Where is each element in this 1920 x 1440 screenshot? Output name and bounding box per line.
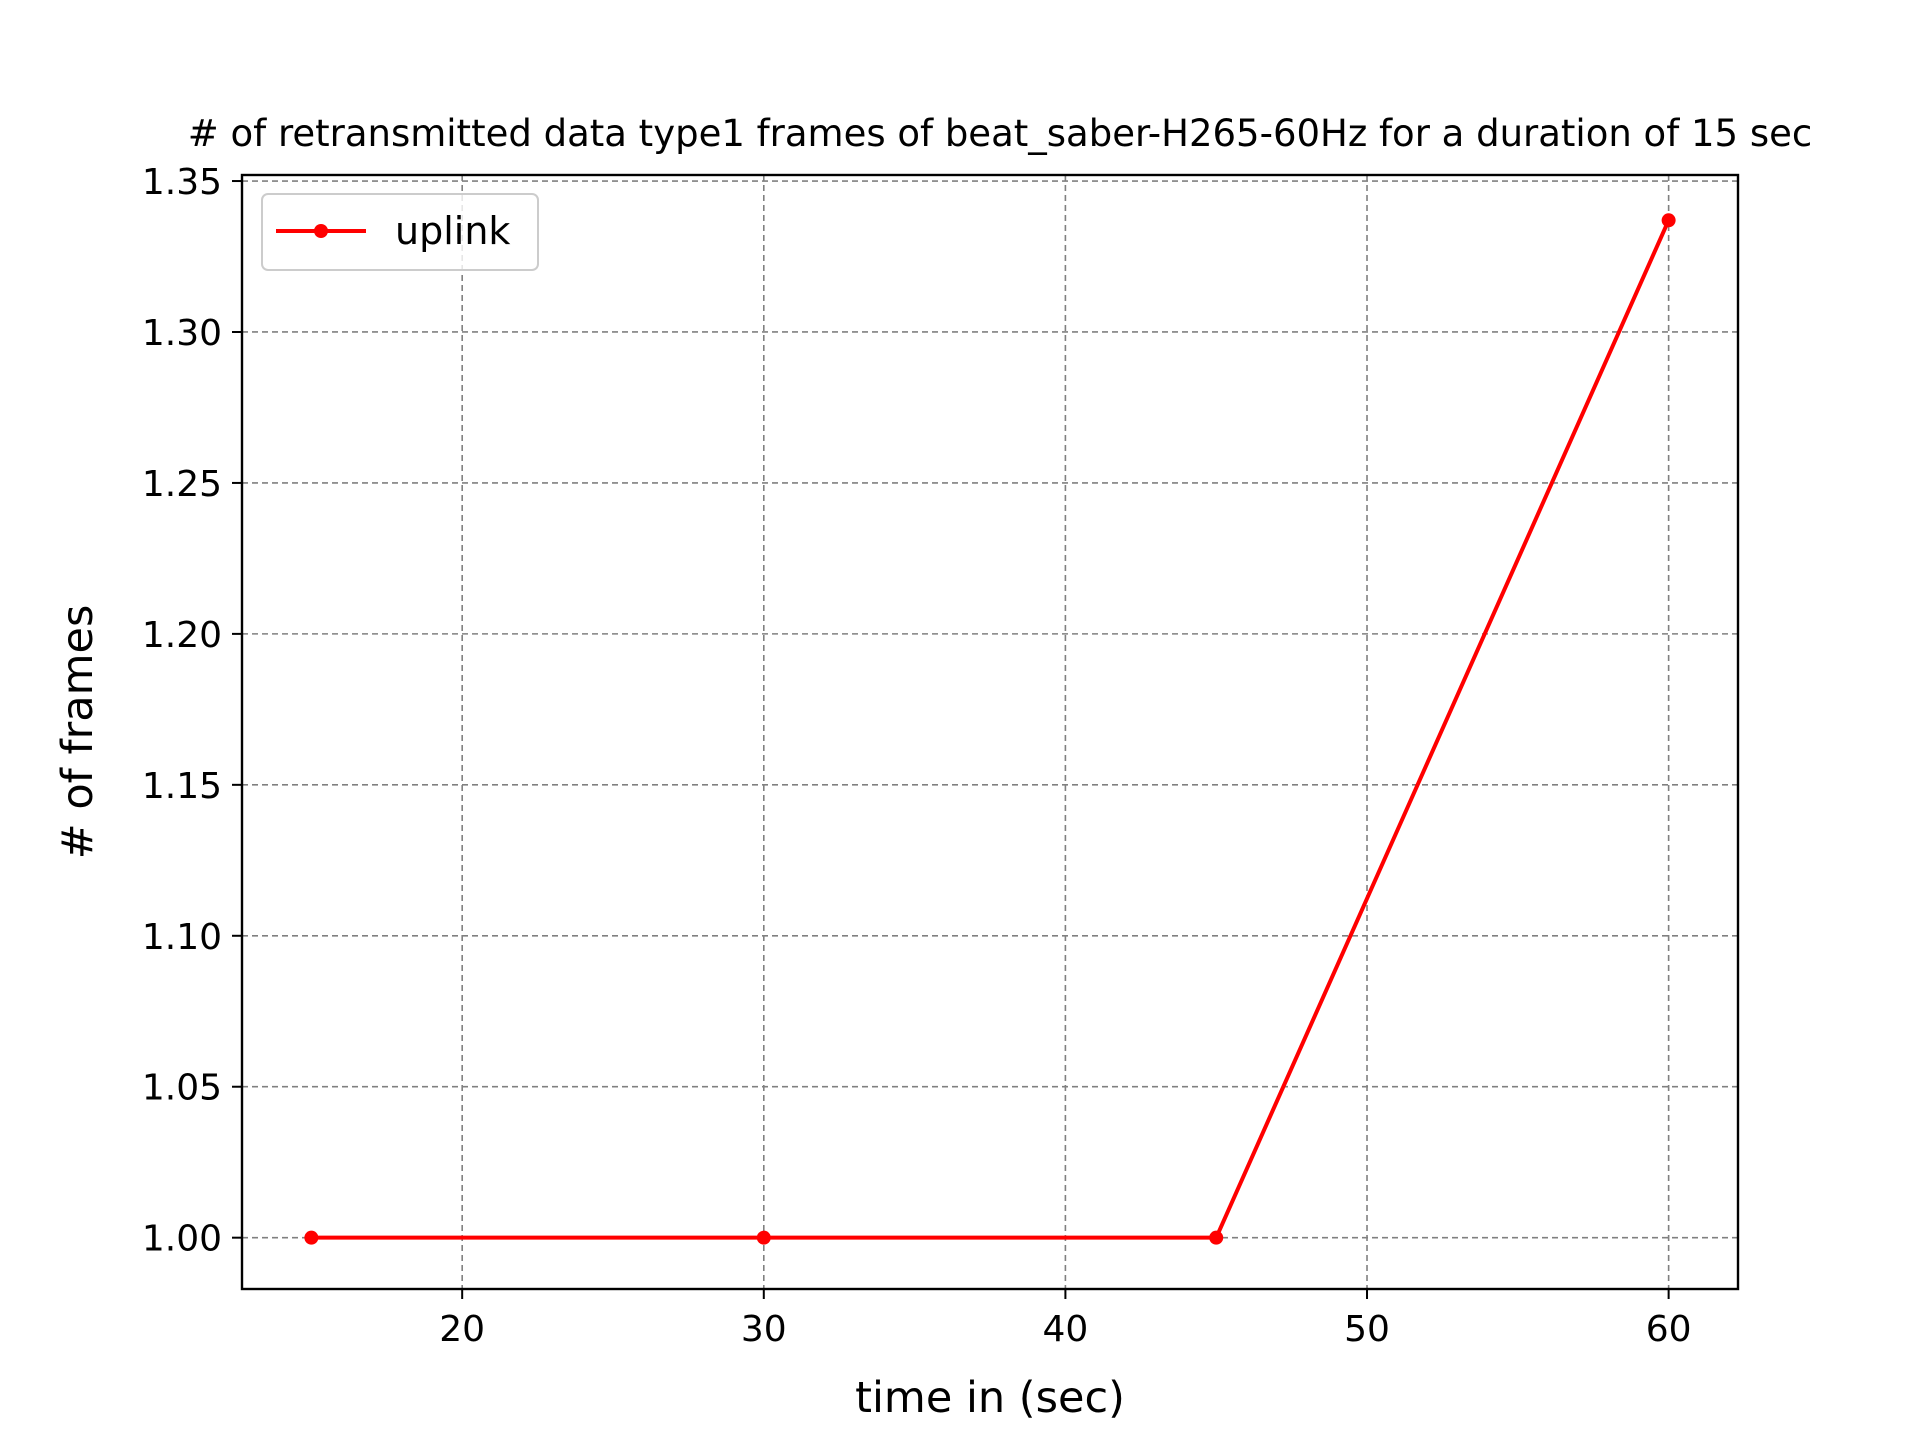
- data-point: [1209, 1230, 1224, 1245]
- data-point: [756, 1230, 771, 1245]
- y-axis-label: # of frames: [53, 605, 103, 860]
- y-tick-label: 1.00: [142, 1219, 222, 1260]
- grid-layer: [242, 175, 1738, 1289]
- x-tick-label: 40: [1042, 1309, 1088, 1350]
- x-tick-label: 50: [1344, 1309, 1390, 1350]
- series-line-uplink: [311, 219, 1671, 1240]
- x-tick-label: 60: [1646, 1309, 1692, 1350]
- y-tick-label: 1.15: [142, 766, 222, 807]
- data-point: [304, 1230, 319, 1245]
- plot-frame: [240, 173, 1740, 1291]
- data-point: [1661, 213, 1676, 228]
- series-layer: [304, 213, 1676, 1245]
- chart-title: # of retransmitted data type1 frames of …: [188, 112, 1812, 155]
- x-axis-label: time in (sec): [855, 1373, 1125, 1423]
- y-tick-label: 1.10: [142, 917, 222, 958]
- x-tick-label: 30: [741, 1309, 787, 1350]
- y-tick-label: 1.30: [142, 313, 222, 354]
- legend-label-uplink: uplink: [395, 209, 510, 253]
- tick-layer: 20 30 40 50 60 1.00 1.05 1.10 1.15 1.20 1.25 1.30 1.…: [142, 162, 1692, 1350]
- y-tick-label: 1.20: [142, 615, 222, 656]
- y-tick-label: 1.05: [142, 1068, 222, 1109]
- y-tick-label: 1.25: [142, 464, 222, 505]
- legend: uplink: [261, 193, 539, 271]
- y-tick-label: 1.35: [142, 162, 222, 203]
- legend-box: [261, 193, 539, 271]
- x-tick-label: 20: [439, 1309, 485, 1350]
- legend-marker-uplink: [314, 224, 328, 238]
